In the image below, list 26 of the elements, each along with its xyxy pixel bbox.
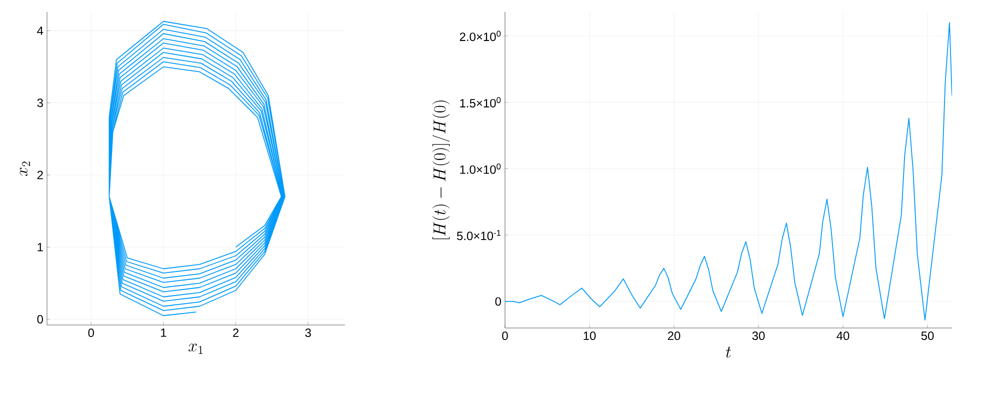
y-tick-label: 4 [37, 26, 44, 35]
y-tick-label: 3 [37, 98, 43, 108]
line-series [505, 22, 952, 320]
x-tick-label: 40 [836, 332, 850, 340]
y-tick-label: 0 [495, 297, 502, 306]
y-tick-label: 1.0×10$^{0}$ [460, 164, 501, 174]
y-tick-label: 1 [38, 242, 43, 252]
y-tick-label: 5.0×10$^{-1}$ [456, 230, 501, 240]
x-tick-label: 10 [584, 332, 596, 340]
y-axis-title: $x_2$ [20, 162, 30, 176]
x-tick-label: 20 [668, 332, 680, 340]
x-tick-label: 1 [161, 328, 166, 337]
y-tick-label: 1.5×10$^{0}$ [460, 97, 501, 108]
y-tick-label: 2 [37, 170, 43, 180]
y-tick-label: 0 [37, 314, 44, 324]
x-tick-label: 30 [752, 332, 765, 340]
y-axis-title: $[H(t) - H(0)]/H(0)$ [432, 100, 450, 240]
x-tick-label: 0 [88, 328, 94, 338]
x-axis-title: $t$ [726, 346, 732, 358]
line-series [108, 20, 286, 316]
x-tick-label: 3 [305, 328, 311, 338]
y-tick-label: 2.0×10$^{0}$ [460, 30, 501, 42]
x-tick-label: 50 [921, 332, 934, 340]
x-axis-title: $x_1$ [188, 344, 203, 354]
x-tick-label: 2 [233, 328, 239, 337]
x-tick-label: 0 [502, 332, 508, 340]
